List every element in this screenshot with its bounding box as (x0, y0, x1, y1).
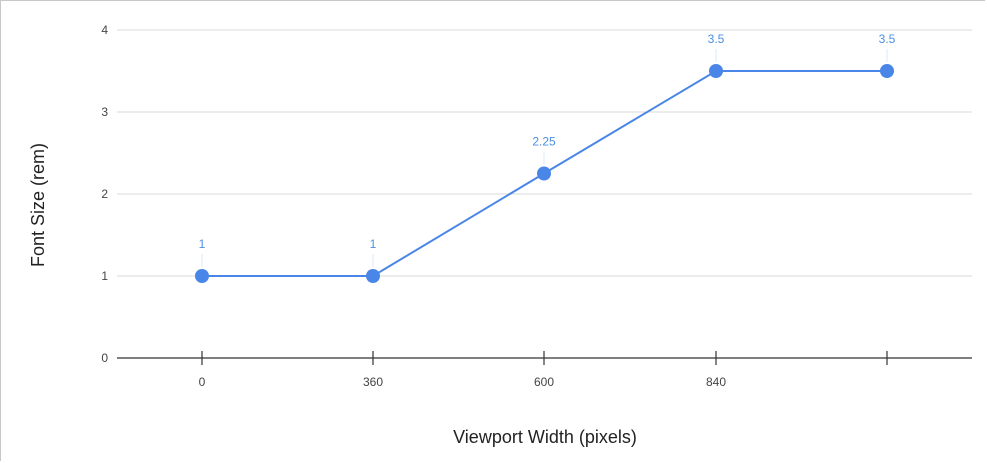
y-tick-label: 3 (101, 105, 108, 119)
x-tick-label: 360 (363, 375, 383, 389)
data-point (537, 166, 551, 181)
y-tick-label: 2 (101, 187, 108, 201)
y-tick-label: 0 (101, 351, 108, 365)
y-axis-tick-labels: 0 1 2 3 4 (101, 23, 108, 365)
data-label: 3.5 (879, 32, 896, 46)
x-axis-title: Viewport Width (pixels) (453, 427, 637, 447)
x-tick-label: 840 (706, 375, 726, 389)
y-axis-title: Font Size (rem) (28, 143, 48, 267)
data-label: 3.5 (708, 32, 725, 46)
y-tick-label: 1 (101, 269, 108, 283)
data-label: 2.25 (532, 135, 556, 149)
data-point (366, 269, 380, 283)
y-tick-label: 4 (101, 23, 108, 37)
data-label: 1 (199, 237, 206, 251)
data-point (195, 269, 209, 283)
x-axis-tick-labels: 0 360 600 840 (199, 375, 727, 389)
data-point (880, 64, 894, 78)
data-point (709, 64, 723, 78)
data-points (195, 64, 894, 283)
x-tick-label: 600 (534, 375, 554, 389)
x-tick-label: 0 (199, 375, 206, 389)
data-label: 1 (370, 237, 377, 251)
data-labels: 1 1 2.25 3.5 3.5 (199, 32, 896, 267)
x-axis (117, 351, 972, 365)
